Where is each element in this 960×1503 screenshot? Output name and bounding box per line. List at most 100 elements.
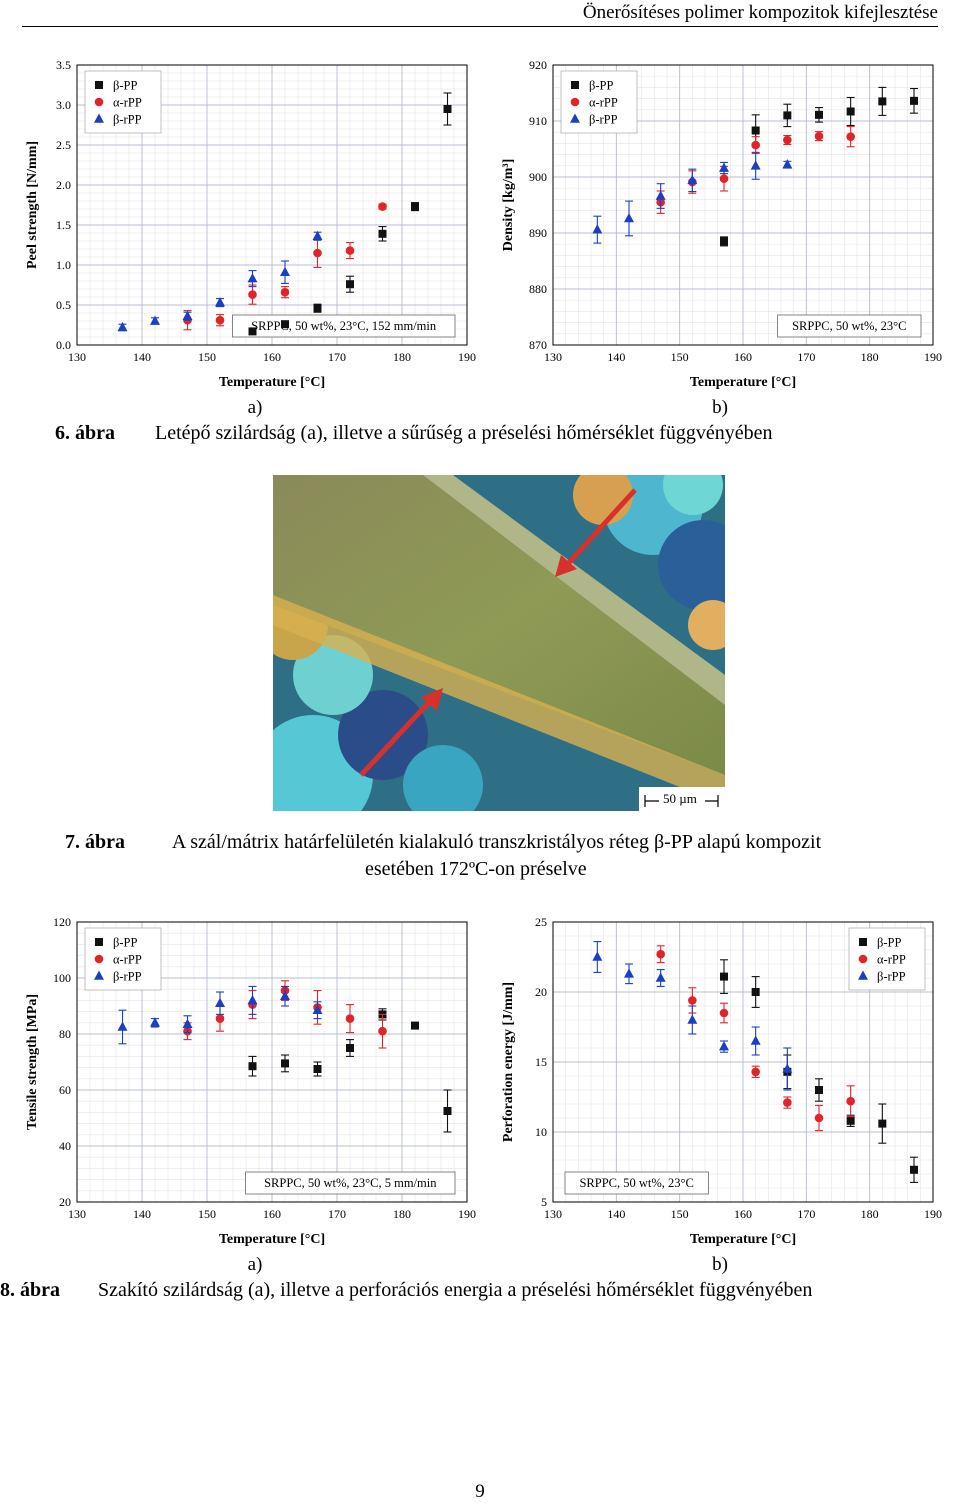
data-point--rpp [247,273,258,283]
fig6-sub-a: a) [247,397,263,418]
plot-frame [76,64,468,346]
legend-label--pp: β-PP [877,936,901,950]
legend-label--rpp: α-rPP [113,953,142,967]
fig8-caption-text: Szakító szilárdság (a), illetve a perfor… [98,1279,813,1301]
x-axis-label: Temperature [°C] [219,1232,325,1247]
x-tick-label: 130 [544,350,562,364]
data-point--pp [910,96,918,105]
x-tick-label: 190 [458,350,476,364]
data-point--rpp [782,1063,793,1073]
x-tick-label: 170 [328,1207,346,1221]
data-point--rpp [750,160,761,170]
legend-label--rpp: β-rPP [877,970,906,984]
fig8-sub-a: a) [247,1254,263,1275]
page-header: Önerősítéses polimer kompozitok kifejles… [22,0,938,27]
data-point--rpp [751,1067,760,1077]
data-point--rpp [215,315,225,325]
legend-label--rpp: β-rPP [113,113,142,127]
data-point--rpp [378,202,387,211]
y-tick-label: 80 [59,1027,71,1041]
y-tick-label: 60 [59,1083,71,1097]
annotation-box [777,314,922,338]
x-tick-label: 170 [797,350,815,364]
plot-frame [552,921,934,1203]
annotation-text: SRPPC, 50 wt%, 23°C [579,1176,693,1190]
legend-marker--rpp [94,970,104,980]
y-tick-label: 0.0 [56,338,71,352]
data-point--pp [846,1116,855,1125]
y-axis-label: Tensile strength [MPa] [25,994,40,1130]
y-tick-label: 0.5 [56,298,71,312]
data-point--rpp [182,310,193,320]
fig8-caption-number: 8. ábra [0,1279,60,1301]
chart-tensile-strength: 130 140 150 160 170 180 190 20 40 60 80 100 120 Tempe… [22,912,482,1257]
plot-frame [552,64,934,346]
x-tick-label: 150 [671,350,689,364]
x-tick-label: 180 [393,350,411,364]
data-point--rpp [248,290,257,299]
fig7-caption-line1: A szál/mátrix határfelületén kialakuló t… [171,831,822,853]
transcrystalline-layer-upper [423,475,725,705]
data-point--rpp [782,159,793,169]
data-point--rpp [655,972,666,982]
data-point--rpp [345,246,355,255]
data-point--rpp [182,1018,193,1028]
plot-frame [76,921,468,1203]
data-point--pp [411,202,419,211]
x-tick-label: 170 [797,1207,815,1221]
data-point--rpp [624,212,634,223]
arrow-upper-head [555,555,577,577]
data-point--pp [443,105,452,113]
data-point--pp [815,110,823,119]
scale-bar-label: 50 µm [663,791,697,806]
y-axis-label: Density [kg/m³] [501,159,516,251]
data-point--pp [378,229,387,238]
data-point--rpp [215,1014,225,1023]
x-tick-label: 150 [671,1207,689,1221]
y-tick-label: 15 [535,1055,547,1069]
data-point--rpp [592,951,603,961]
data-point--rpp [655,190,666,200]
x-tick-label: 160 [734,350,752,364]
fig6-caption: 6. ábra Letépő szilárdság (a), illetve a… [55,422,773,445]
arrow-upper [563,488,637,569]
y-tick-label: 870 [529,338,547,352]
data-point--pp [815,1086,823,1094]
x-tick-label: 150 [198,350,216,364]
x-axis-label: Temperature [°C] [690,375,796,390]
legend-label--rpp: α-rPP [589,96,618,110]
data-point--pp [313,304,322,313]
x-tick-label: 190 [458,1207,476,1221]
fig8-sub-b: b) [712,1254,728,1275]
data-point--pp [751,126,760,135]
annotation-box [245,1171,456,1195]
x-tick-label: 140 [607,350,625,364]
data-point--rpp [280,266,290,276]
x-tick-label: 140 [607,1207,625,1221]
x-tick-label: 180 [861,1207,879,1221]
y-tick-label: 1.5 [56,218,71,232]
legend-marker--rpp [570,97,580,107]
x-tick-label: 170 [328,350,346,364]
legend-label--rpp: α-rPP [113,96,142,110]
annotation-box [564,1171,709,1195]
data-point--rpp [117,1021,128,1031]
y-tick-label: 40 [59,1139,71,1153]
y-tick-label: 25 [535,915,547,929]
data-point--pp [720,237,728,246]
data-point--pp [783,111,792,120]
y-tick-label: 920 [529,58,547,72]
legend-marker--pp [95,938,103,946]
chart-svg-tensile: 130 140 150 160 170 180 190 20 40 60 80 100 120 Tempe… [25,915,476,1247]
data-point--rpp [280,287,290,297]
fig8-caption: 8. ábra Szakító szilárdság (a), illetve … [0,1279,812,1302]
chart-density: 130 140 150 160 170 180 190 870 880 890 900 910 920 T… [498,55,948,400]
data-point--rpp [656,949,665,959]
y-tick-label: 120 [53,915,71,929]
chart-svg-peel: 130 140 150 160 170 180 190 0.0 0.5 1.0 1.5 2.0 2.5 3… [25,58,476,390]
x-tick-label: 130 [68,1207,86,1221]
data-point--pp [878,97,887,106]
chart-perforation-energy: 130 140 150 160 170 180 190 5 10 15 20 25 Temperatur… [498,912,948,1257]
data-point--rpp [215,997,225,1007]
y-tick-label: 890 [529,226,547,240]
